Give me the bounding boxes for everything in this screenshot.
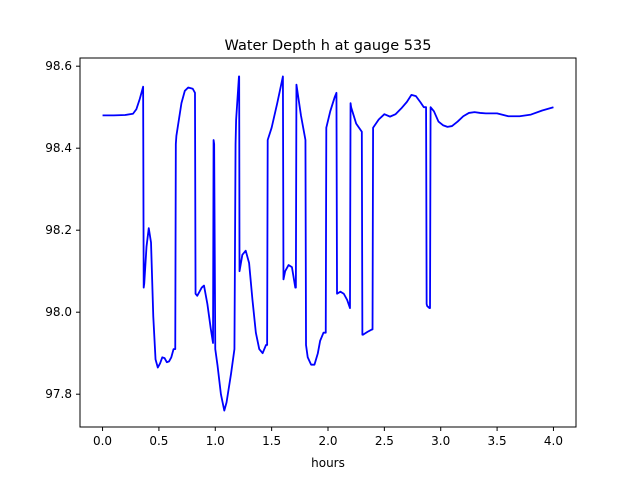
x-axis-label: hours xyxy=(311,456,345,470)
y-tick-label: 98.0 xyxy=(45,305,72,319)
x-tick-label: 3.5 xyxy=(488,434,507,448)
x-tick-label: 2.0 xyxy=(318,434,337,448)
x-axis: 0.0 0.5 1.0 1.5 2.0 2.5 3.0 3.5 4.0 xyxy=(93,427,563,448)
x-tick-label: 2.5 xyxy=(375,434,394,448)
series-line-0 xyxy=(102,75,554,412)
x-tick-label: 0.5 xyxy=(149,434,168,448)
series-layer xyxy=(102,75,554,412)
y-tick-label: 98.2 xyxy=(45,223,72,237)
plot-background xyxy=(80,58,576,427)
y-axis: 97.8 98.0 98.2 98.4 98.6 xyxy=(45,59,80,401)
x-tick-label: 1.0 xyxy=(206,434,225,448)
x-tick-label: 0.0 xyxy=(93,434,112,448)
x-tick-label: 4.0 xyxy=(544,434,563,448)
y-tick-label: 97.8 xyxy=(45,387,72,401)
x-tick-label: 3.0 xyxy=(431,434,450,448)
y-tick-label: 98.6 xyxy=(45,59,72,73)
x-tick-label: 1.5 xyxy=(262,434,281,448)
chart-title: Water Depth h at gauge 535 xyxy=(225,38,432,54)
plot-area xyxy=(79,57,577,428)
y-tick-label: 98.4 xyxy=(45,141,72,155)
